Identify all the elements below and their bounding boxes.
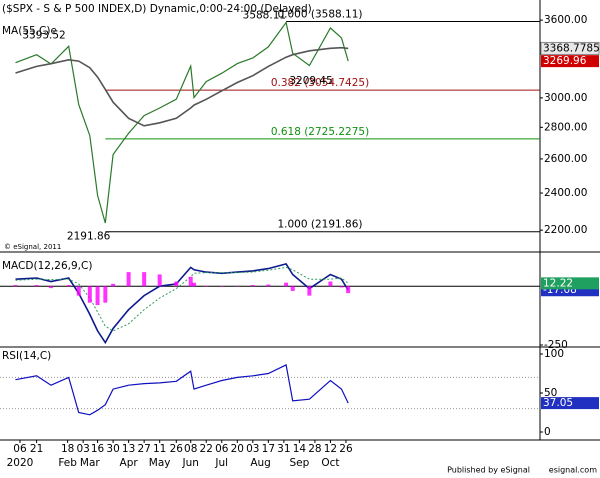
histogram-bar [76,286,81,296]
x-tick-label: 16 [91,443,105,455]
histogram-bar [103,286,108,303]
fib-label: 0.382 (3054.7425) [271,77,369,89]
series-legend: MACD(12,26,9,C) [2,260,92,272]
histogram-bar [346,286,351,294]
histogram-bar [66,285,71,287]
histogram-bar [142,272,147,287]
x-tick-label: 17 [262,443,275,455]
histogram-bar [192,282,197,287]
histogram-bar [307,286,312,296]
x-tick-label: 13 [122,443,135,455]
value-box-label: 37.05 [543,397,573,409]
histogram-bar [174,281,179,287]
fib-label: 0.618 (2725.2275) [271,126,369,138]
histogram-bar [290,286,295,291]
y-tick-label: 100 [544,348,564,360]
series-line [15,46,349,127]
histogram-bar [87,286,92,303]
histogram-bar [34,285,39,287]
x-tick-label: 08 [184,443,197,455]
histogram-bar [111,283,116,287]
value-box-label: 3368.77854 [543,42,600,54]
month-label: Sep [289,457,309,469]
x-tick-label: 03 [76,443,89,455]
month-label: Jul [214,457,228,469]
x-tick-label: 21 [30,443,43,455]
histogram-bar [13,285,18,287]
x-tick-label: 26 [339,443,353,455]
histogram-bar [188,276,193,287]
x-tick-label: 27 [137,443,150,455]
month-label: Jun [182,457,199,469]
macd-line [15,262,349,345]
x-tick-label: 22 [200,443,213,455]
y-tick-label: 2800.00 [544,121,587,133]
month-label: Mar [80,457,100,469]
y-tick-label: 2400.00 [544,187,587,199]
price-line [15,21,349,224]
y-tick-label: -250 [544,339,568,351]
x-tick-label: 28 [308,443,321,455]
x-tick-label: 14 [293,443,307,455]
annotation: 3393.52 [22,29,65,41]
series-legend: MA(55,C)e [2,25,57,37]
fib-label: 0.000 (3588.11) [277,9,362,21]
y-tick-label: 2600.00 [544,153,587,165]
histogram-bar [284,282,289,287]
month-label: May [149,457,171,469]
annotation: 3588.11 [243,10,286,22]
watermark: © eSignal, 2011 [4,243,61,251]
value-box-label: 12.22 [543,277,573,289]
value-box-label: 3269.96 [543,55,587,67]
x-tick-label: 06 [215,443,229,455]
x-tick-label: 30 [106,443,119,455]
annotation: 2191.86 [67,231,111,243]
month-label: Oct [321,457,339,469]
y-tick-label: 0 [544,426,551,438]
x-tick-label: 06 [13,443,27,455]
x-tick-label: 11 [153,443,166,455]
value-box [541,277,599,290]
value-box [541,397,599,410]
series-legend: RSI(14,C) [2,350,51,362]
x-tick-label: 03 [246,443,259,455]
y-tick-label: 3000.00 [544,92,587,104]
x-tick-label: 12 [324,443,337,455]
annotation: 3209.45 [289,75,332,87]
histogram-bar [266,284,271,287]
x-tick-label: 18 [61,443,74,455]
month-label: 2020 [7,457,34,469]
y-tick-label: 2200.00 [544,224,587,236]
histogram-bar [157,274,162,287]
x-tick-label: 20 [231,443,244,455]
site: esignal.com [549,466,597,475]
histogram-bar [49,286,54,289]
month-label: Apr [120,457,139,469]
histogram-bar [328,281,333,287]
price-line [15,364,349,416]
histogram-bar [95,286,100,306]
signal-line [15,266,349,332]
fib-label: 1.000 (2191.86) [277,219,362,231]
month-label: Feb [58,457,77,469]
y-tick-label: 50 [544,387,557,399]
histogram-bar [339,286,344,288]
y-tick-label: 3600.00 [544,14,587,26]
chart-title: ($SPX - S & P 500 INDEX,D) Dynamic,0:00-… [2,3,312,15]
histogram-bar [250,285,255,287]
publisher: Published by eSignal [447,466,530,475]
x-tick-label: 26 [170,443,184,455]
x-tick-label: 31 [277,443,290,455]
histogram-bar [126,272,131,287]
month-label: Aug [250,457,271,469]
value-box [541,55,599,68]
value-box [540,41,600,55]
